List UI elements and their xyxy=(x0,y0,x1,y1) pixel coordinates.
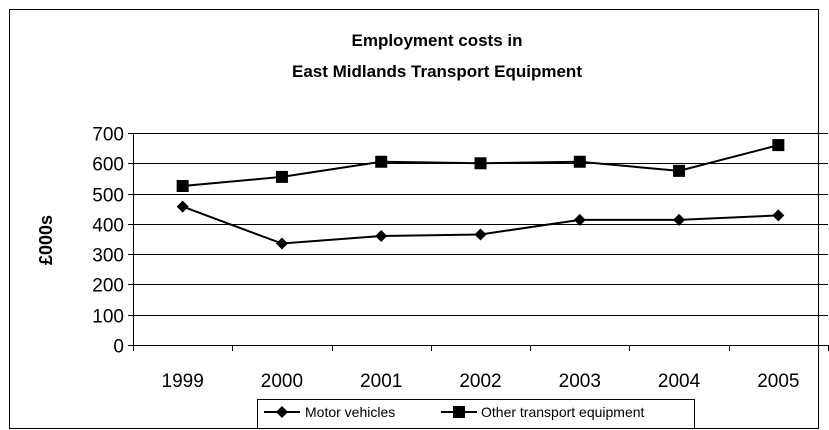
point-motor-vehicles-2002 xyxy=(474,228,487,241)
x-tick-label-2002: 2002 xyxy=(459,371,501,392)
x-tick-label-2005: 2005 xyxy=(757,371,799,392)
legend-box xyxy=(257,399,695,429)
x-tick-label-1999: 1999 xyxy=(162,371,204,392)
point-motor-vehicles-2001 xyxy=(375,229,388,242)
point-other-transport-equipment-1999 xyxy=(176,180,189,192)
y-axis-label: £000s xyxy=(36,215,56,265)
legend-label-other-transport: Other transport equipment xyxy=(481,404,645,420)
legend-diamond-marker xyxy=(276,406,288,418)
point-other-transport-equipment-2004 xyxy=(673,164,686,177)
x-tick-label-2003: 2003 xyxy=(559,371,601,392)
point-motor-vehicles-2004 xyxy=(673,213,686,226)
series xyxy=(176,139,785,250)
x-tick-label-2000: 2000 xyxy=(261,371,303,392)
point-other-transport-equipment-2005 xyxy=(772,139,785,152)
axes: 0 100 200 300 400 500 600 700 1999 2000 2001 2002 20… xyxy=(92,125,829,392)
legend-label-motor-vehicles: Motor vehicles xyxy=(305,404,395,420)
point-other-transport-equipment-2002 xyxy=(474,157,487,170)
y-tick-label-700: 700 xyxy=(92,125,124,146)
point-motor-vehicles-2000 xyxy=(275,237,288,250)
x-tick-label-2001: 2001 xyxy=(360,371,402,392)
y-tick-label-400: 400 xyxy=(92,216,124,237)
x-tick-label-2004: 2004 xyxy=(658,371,701,392)
y-tick-label-0: 0 xyxy=(113,337,124,358)
legend-item-motor-vehicles: Motor vehicles xyxy=(264,404,395,420)
y-tick-label-600: 600 xyxy=(92,155,124,176)
y-tick-label-200: 200 xyxy=(92,276,124,297)
y-tick-label-300: 300 xyxy=(92,246,124,267)
y-tick-label-500: 500 xyxy=(92,186,124,207)
chart-title-line-2: East Midlands Transport Equipment xyxy=(292,62,582,81)
point-other-transport-equipment-2003 xyxy=(573,155,586,168)
chart-title-line-1: Employment costs in xyxy=(352,31,523,50)
point-other-transport-equipment-2001 xyxy=(375,155,388,168)
legend-square-marker xyxy=(453,406,465,418)
point-other-transport-equipment-2000 xyxy=(275,170,288,183)
point-motor-vehicles-2005 xyxy=(772,209,785,222)
legend: Motor vehicles Other transport equipment xyxy=(257,399,695,429)
y-tick-label-100: 100 xyxy=(92,307,124,328)
legend-item-other-transport: Other transport equipment xyxy=(441,404,645,420)
point-motor-vehicles-1999 xyxy=(176,200,189,213)
point-motor-vehicles-2003 xyxy=(573,213,586,226)
